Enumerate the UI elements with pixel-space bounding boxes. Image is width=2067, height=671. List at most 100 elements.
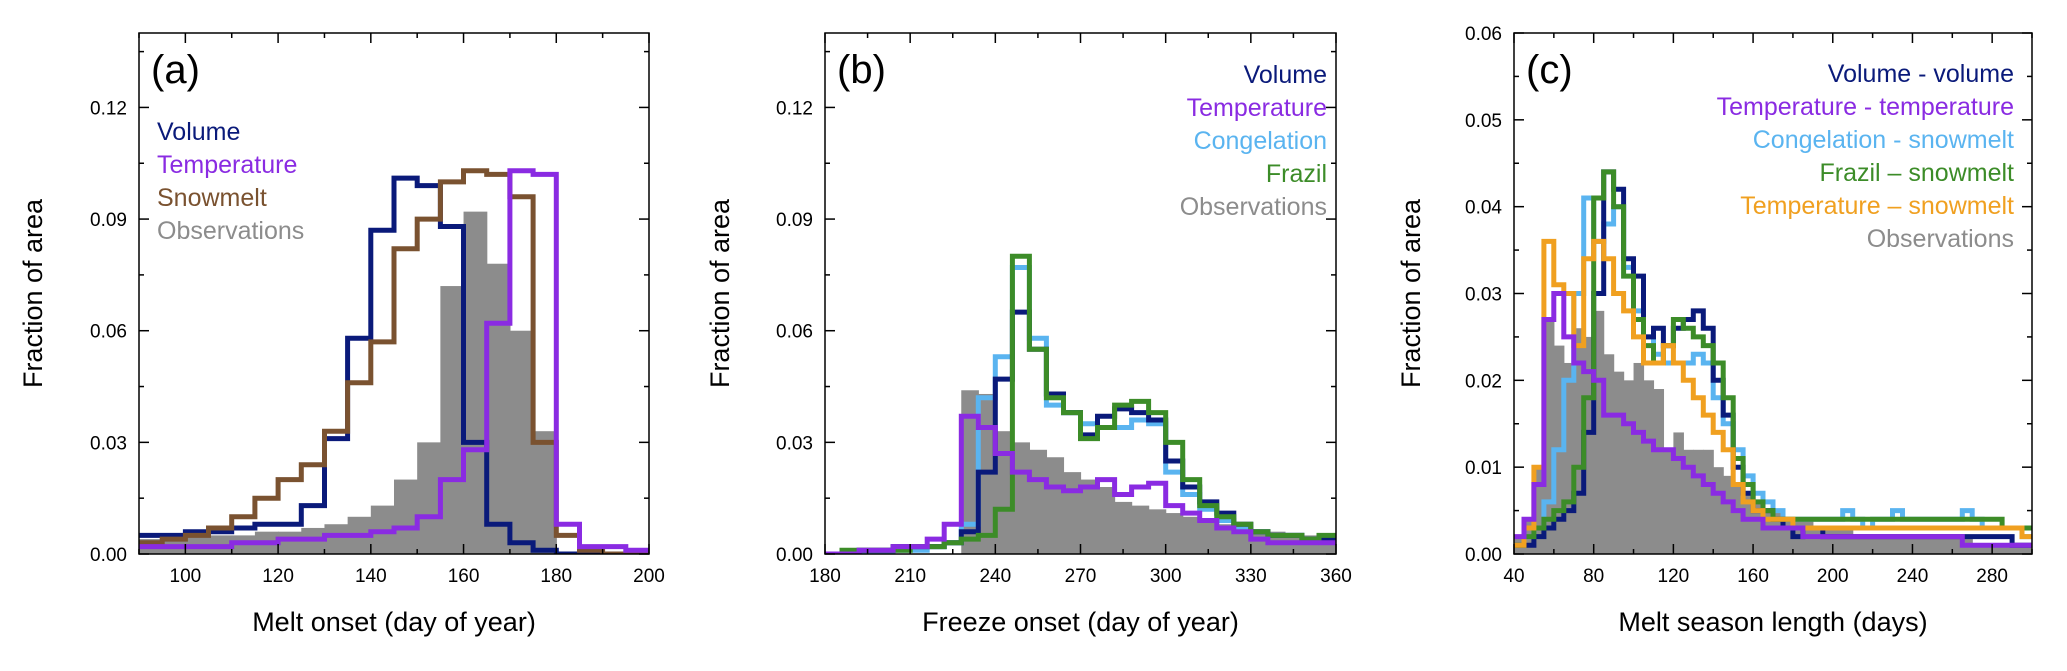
observation-bar bbox=[1097, 487, 1116, 554]
legend-entry: Temperature – snowmelt bbox=[1740, 192, 2014, 220]
observation-bar bbox=[1633, 362, 1645, 554]
panel-1: 100 120 140 160 180 200 0.00 0.03 0.06 0.09 0.12 Me… bbox=[18, 32, 665, 637]
x-tick-label: 300 bbox=[1150, 566, 1182, 587]
observation-bar bbox=[1723, 475, 1734, 554]
y-tick-label: 0.02 bbox=[1465, 371, 1502, 392]
observation-bar bbox=[1782, 519, 1794, 554]
legend-entry: Frazil bbox=[1266, 160, 1327, 188]
x-tick-label: 40 bbox=[1503, 566, 1524, 587]
observation-bar bbox=[1972, 545, 1983, 554]
x-tick-label: 270 bbox=[1065, 566, 1097, 587]
observation-bar bbox=[1012, 442, 1030, 554]
x-tick-label: 210 bbox=[894, 566, 926, 587]
legend-entry: Observations bbox=[157, 217, 304, 245]
y-tick-label: 0.06 bbox=[1465, 24, 1502, 45]
x-tick-label: 330 bbox=[1235, 566, 1267, 587]
plot-area bbox=[1514, 169, 2032, 554]
observation-bar bbox=[486, 263, 511, 554]
x-axis-title: Freeze onset (day of year) bbox=[922, 607, 1239, 637]
y-axis-title: Fraction of area bbox=[705, 198, 735, 388]
y-tick-label: 0.06 bbox=[776, 322, 813, 343]
observation-bar bbox=[1952, 536, 1963, 554]
series-line-temperature bbox=[825, 413, 1336, 554]
observation-bar bbox=[1593, 310, 1605, 554]
legend-entry: Observations bbox=[1867, 225, 2014, 253]
observation-bar bbox=[1922, 536, 1933, 554]
x-axis-title: Melt onset (day of year) bbox=[252, 607, 536, 637]
observation-bar bbox=[1199, 520, 1218, 554]
observation-bar bbox=[1862, 536, 1874, 554]
y-tick-label: 0.03 bbox=[776, 433, 813, 454]
y-tick-label: 0.00 bbox=[90, 545, 127, 566]
observation-bar bbox=[1216, 524, 1235, 554]
x-tick-label: 140 bbox=[355, 566, 387, 587]
legend-entry: Volume bbox=[157, 118, 240, 146]
observation-bar bbox=[2022, 545, 2032, 554]
observation-bar bbox=[995, 431, 1013, 554]
y-tick-label: 0.00 bbox=[1465, 545, 1502, 566]
observation-bar bbox=[1832, 527, 1844, 554]
x-axis-title: Melt season length (days) bbox=[1618, 607, 1927, 637]
observation-bar bbox=[1773, 510, 1784, 554]
observation-bar bbox=[533, 431, 557, 554]
legend-entry: Congelation - snowmelt bbox=[1753, 126, 2014, 154]
x-tick-label: 200 bbox=[633, 566, 665, 587]
y-tick-label: 0.09 bbox=[90, 210, 127, 231]
observation-bar bbox=[1165, 513, 1184, 554]
observation-bar bbox=[1822, 527, 1834, 554]
observation-bar bbox=[1114, 501, 1133, 554]
series-line-frazil bbox=[825, 253, 1336, 554]
x-tick-label: 180 bbox=[540, 566, 572, 587]
x-tick-label: 160 bbox=[448, 566, 480, 587]
observation-bar bbox=[1812, 527, 1824, 554]
observation-bar bbox=[1623, 380, 1635, 554]
series-line-frazil-snowmelt bbox=[1514, 169, 2032, 548]
panel-2: 180 210 240 270 300 330 360 0.00 0.03 0.06 0.09 0.1… bbox=[705, 32, 1352, 637]
x-tick-label: 200 bbox=[1817, 566, 1849, 587]
y-axis-title: Fraction of area bbox=[1396, 198, 1426, 388]
observation-bar bbox=[1743, 493, 1754, 554]
y-tick-label: 0.01 bbox=[1465, 458, 1502, 479]
observation-bar bbox=[324, 524, 349, 554]
x-tick-label: 80 bbox=[1583, 566, 1604, 587]
plot-frame bbox=[138, 32, 650, 555]
series-line-temperature-temperature bbox=[1514, 291, 2032, 548]
x-tick-label: 120 bbox=[1658, 566, 1690, 587]
observation-bar bbox=[1663, 449, 1674, 554]
panel-label: (a) bbox=[151, 48, 200, 92]
plot-area bbox=[825, 253, 1336, 554]
observation-bar bbox=[1046, 457, 1065, 554]
y-tick-label: 0.04 bbox=[1465, 198, 1502, 219]
legend-entry: Observations bbox=[1180, 193, 1327, 221]
observation-bar bbox=[961, 390, 979, 554]
y-tick-label: 0.03 bbox=[90, 433, 127, 454]
legend-entry: Temperature bbox=[1187, 94, 1327, 122]
y-tick-label: 0.00 bbox=[776, 545, 813, 566]
observation-bar bbox=[2002, 545, 2013, 554]
observation-bar bbox=[1131, 505, 1150, 554]
observation-bar bbox=[1912, 536, 1924, 554]
observation-bar bbox=[1613, 371, 1625, 554]
observation-bar bbox=[1673, 432, 1684, 554]
x-tick-label: 160 bbox=[1737, 566, 1769, 587]
observation-bar bbox=[1882, 536, 1894, 554]
observation-bar bbox=[1603, 354, 1615, 554]
observation-bar bbox=[1902, 536, 1914, 554]
x-tick-label: 280 bbox=[1976, 566, 2008, 587]
observation-bar bbox=[1573, 328, 1585, 554]
panel-label: (b) bbox=[837, 48, 886, 92]
observation-bar bbox=[1852, 536, 1864, 554]
observation-bar bbox=[394, 479, 418, 554]
y-tick-label: 0.12 bbox=[776, 98, 813, 119]
legend-entry: Snowmelt bbox=[157, 184, 267, 212]
legend-entry: Temperature bbox=[157, 151, 297, 179]
observation-bar bbox=[1063, 472, 1082, 554]
observation-bar bbox=[463, 211, 488, 554]
legend-entry: Temperature - temperature bbox=[1717, 93, 2014, 121]
x-tick-label: 120 bbox=[262, 566, 294, 587]
observation-bar bbox=[1763, 510, 1774, 554]
observation-bar bbox=[1753, 501, 1764, 554]
observation-bar bbox=[1713, 467, 1724, 554]
observation-bar bbox=[1892, 536, 1904, 554]
